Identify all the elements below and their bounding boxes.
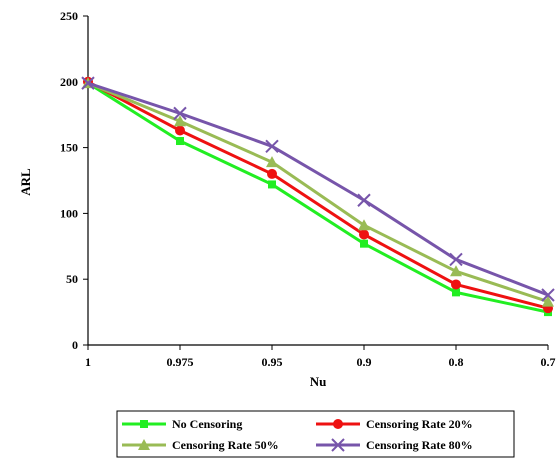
data-point — [174, 115, 186, 127]
legend-item-4: Censoring Rate 80% — [316, 438, 473, 452]
data-point — [360, 239, 368, 248]
data-point — [357, 193, 371, 207]
y-axis-label: ARL — [18, 168, 33, 196]
legend-item-3: Censoring Rate 50% — [122, 438, 279, 452]
y-tick-label: 200 — [60, 75, 78, 89]
legend-swatch-marker — [333, 419, 343, 429]
legend-label: Censoring Rate 80% — [366, 438, 473, 452]
data-point — [450, 265, 462, 277]
data-point — [173, 106, 187, 121]
data-point — [358, 219, 370, 231]
y-tick-label: 150 — [60, 141, 78, 155]
data-point — [175, 125, 185, 136]
data-point — [265, 139, 279, 153]
y-axis: 0 50 100 150 200 250 — [60, 9, 89, 352]
y-tick-label: 100 — [60, 206, 78, 220]
legend-swatch-marker — [138, 439, 150, 450]
y-tick-label: 0 — [72, 338, 78, 352]
x-tick-label: 0.9 — [357, 355, 372, 369]
x-tick-label: 0.7 — [541, 355, 556, 369]
data-point — [268, 180, 276, 189]
legend-item-2: Censoring Rate 20% — [316, 417, 473, 431]
y-tick-label: 50 — [66, 272, 78, 286]
series-3 — [82, 77, 554, 307]
data-point — [266, 156, 278, 168]
x-axis-label: Nu — [310, 374, 327, 389]
legend-swatch-marker — [140, 420, 148, 428]
data-point — [451, 279, 461, 290]
x-tick-label: 0.8 — [449, 355, 464, 369]
series-layer — [81, 76, 555, 317]
series-line — [87, 80, 549, 310]
series-4 — [81, 76, 555, 302]
y-tick-label: 250 — [60, 9, 78, 23]
data-point — [452, 288, 460, 297]
x-tick-label: 1 — [85, 355, 91, 369]
data-point — [541, 288, 555, 302]
data-point — [449, 252, 463, 267]
data-point — [81, 76, 95, 90]
data-point — [359, 229, 369, 240]
x-axis: 1 0.975 0.95 0.9 0.8 0.7 — [85, 344, 556, 369]
legend-swatch-marker — [331, 438, 345, 452]
series-line — [87, 81, 549, 297]
legend-box — [116, 410, 515, 458]
data-point — [176, 137, 184, 146]
legend: No Censoring Censoring Rate 20% Censoring … — [116, 410, 515, 458]
legend-item-1: No Censoring — [122, 417, 242, 431]
series-line — [87, 81, 549, 314]
legend-label: No Censoring — [172, 417, 242, 431]
legend-label: Censoring Rate 20% — [366, 417, 473, 431]
legend-label: Censoring Rate 50% — [172, 438, 279, 452]
x-tick-label: 0.95 — [262, 355, 283, 369]
series-line — [87, 81, 549, 303]
data-point — [267, 168, 277, 179]
x-tick-label: 0.975 — [167, 355, 194, 369]
data-point — [542, 295, 554, 307]
